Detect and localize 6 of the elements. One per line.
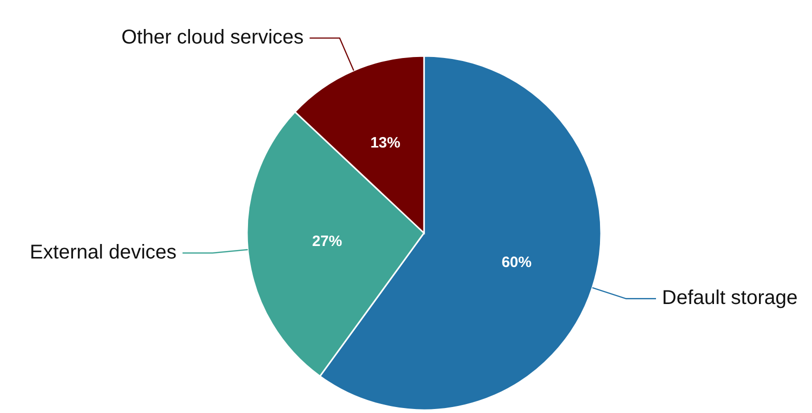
data-label: 13% xyxy=(370,134,400,152)
slice-label: Other cloud services xyxy=(121,26,304,48)
data-label: 60% xyxy=(502,254,532,272)
slice-label: Default storage xyxy=(662,286,798,309)
data-label: 27% xyxy=(312,233,342,250)
slice-label: External devices xyxy=(30,241,177,264)
